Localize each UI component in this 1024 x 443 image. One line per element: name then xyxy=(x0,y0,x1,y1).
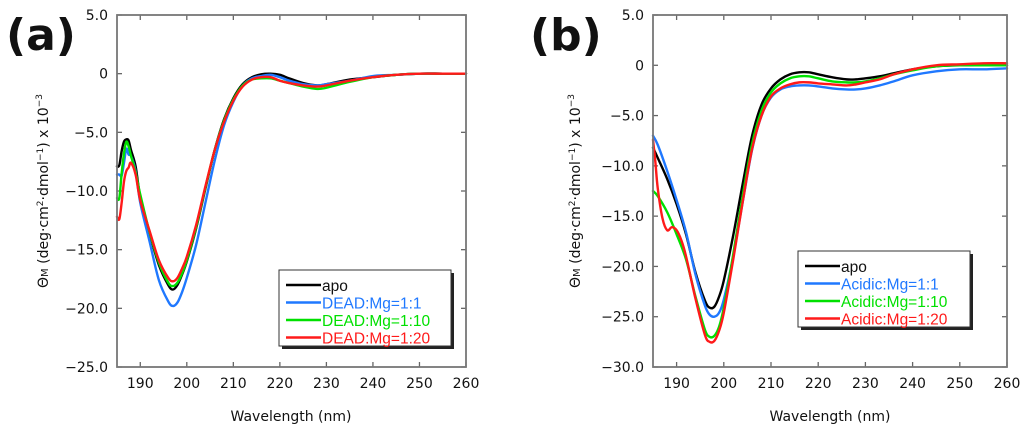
panel-a-ticks: 190 200 210 220 230 240 250 260 5.0 0 −5.0 −10.0 −15… xyxy=(65,8,479,392)
y-tick-label: 0 xyxy=(99,67,108,83)
series-line-dead-mg-1-10 xyxy=(115,72,468,288)
legend-label: Acidic:Mg=1:20 xyxy=(841,312,948,329)
panel-b-label: (b) xyxy=(530,10,602,61)
legend-label: DEAD:Mg=1:1 xyxy=(322,296,422,313)
x-tick-label: 190 xyxy=(663,376,690,392)
y-tick-label: −15.0 xyxy=(65,243,108,259)
x-tick-label: 190 xyxy=(127,376,154,392)
series-line-acidic-mg-1-20 xyxy=(651,61,1009,344)
x-tick-label: 240 xyxy=(360,376,387,392)
panel-b-series xyxy=(651,61,1009,344)
y-tick-label: 0 xyxy=(635,58,644,74)
y-tick-label: −5.0 xyxy=(74,125,108,141)
legend-label: apo xyxy=(322,278,348,295)
y-tick-label: 5.0 xyxy=(622,8,644,24)
panel-b-legend: apoAcidic:Mg=1:1Acidic:Mg=1:10Acidic:Mg=… xyxy=(797,250,973,330)
panel-b-y-axis-title: ΘM (deg·cm2·dmol−1) x 10−3 xyxy=(567,94,584,288)
legend-label: DEAD:Mg=1:10 xyxy=(322,313,431,330)
panel-a-y-axis-title: ΘM (deg·cm2·dmol−1) x 10−3 xyxy=(35,94,52,288)
legend-label: Acidic:Mg=1:10 xyxy=(841,294,948,311)
x-tick-label: 210 xyxy=(758,376,785,392)
series-line-apo xyxy=(115,72,468,291)
x-tick-label: 200 xyxy=(710,376,737,392)
panel-a: (a) ΘM (deg·cm2·dmol−1) x 10−3 190 200 210… xyxy=(6,8,479,425)
y-tick-label: −20.0 xyxy=(65,301,108,317)
series-line-dead-mg-1-20 xyxy=(115,72,468,283)
y-tick-label: −25.0 xyxy=(601,310,644,326)
legend-box xyxy=(278,269,452,347)
panel-a-series xyxy=(115,72,468,308)
legend-box xyxy=(797,250,971,328)
panel-a-x-axis-title: Wavelength (nm) xyxy=(231,409,352,425)
legend-label: DEAD:Mg=1:20 xyxy=(322,331,431,348)
y-tick-label: 5.0 xyxy=(86,8,108,24)
x-tick-label: 260 xyxy=(994,376,1021,392)
y-tick-label: −15.0 xyxy=(601,209,644,225)
y-tick-label: −20.0 xyxy=(601,259,644,275)
panel-a-plot-frame xyxy=(116,14,467,368)
y-tick-label: −25.0 xyxy=(65,360,108,376)
panel-b-plot-frame xyxy=(652,14,1008,368)
x-tick-label: 250 xyxy=(946,376,973,392)
y-tick-label: −10.0 xyxy=(65,184,108,200)
panel-b: (b) ΘM (deg·cm2·dmol−1) x 10−3 190 200 210… xyxy=(530,8,1020,425)
panel-b-x-axis-title: Wavelength (nm) xyxy=(770,409,891,425)
x-tick-label: 230 xyxy=(313,376,340,392)
panel-a-label: (a) xyxy=(6,10,76,61)
y-tick-label: −10.0 xyxy=(601,159,644,175)
x-tick-label: 230 xyxy=(852,376,879,392)
legend-label: apo xyxy=(841,259,867,276)
legend-label: Acidic:Mg=1:1 xyxy=(841,277,939,294)
x-tick-label: 200 xyxy=(173,376,200,392)
x-tick-label: 240 xyxy=(899,376,926,392)
x-tick-label: 220 xyxy=(266,376,293,392)
x-tick-label: 260 xyxy=(453,376,480,392)
y-tick-label: −30.0 xyxy=(601,360,644,376)
y-tick-label: −5.0 xyxy=(610,109,644,125)
x-tick-label: 220 xyxy=(805,376,832,392)
panel-b-ticks: 190 200 210 220 230 240 250 260 5.0 0 −5.0 −10.0 −15… xyxy=(601,8,1020,392)
x-tick-label: 250 xyxy=(406,376,433,392)
x-tick-label: 210 xyxy=(220,376,247,392)
